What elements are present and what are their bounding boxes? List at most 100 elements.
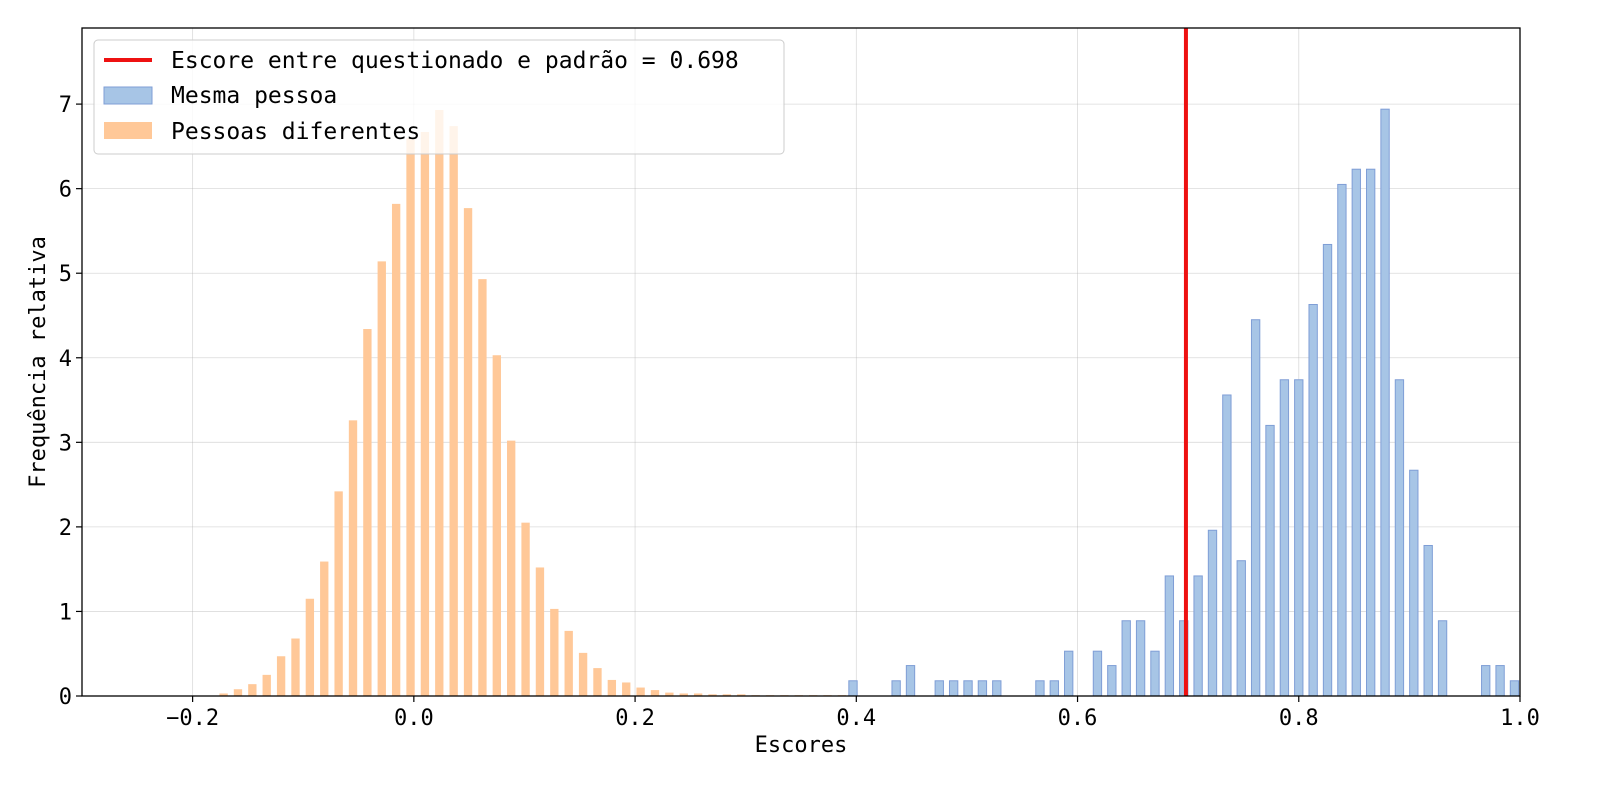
x-tick-label: 0.4 (836, 706, 876, 731)
x-axis: −0.2 0.0 0.2 0.4 0.6 0.8 1.0 (166, 696, 1540, 731)
bar-mesma-pessoa (934, 680, 944, 697)
y-tick-label: 1 (59, 600, 72, 625)
x-tick-label: 0.0 (394, 706, 434, 731)
bar-pessoas-diferentes (276, 656, 286, 696)
series-pessoas-diferentes (219, 110, 847, 697)
bar-pessoas-diferentes (737, 694, 746, 696)
bar-pessoas-diferentes (550, 608, 559, 696)
bar-pessoas-diferentes (578, 652, 588, 696)
bar-mesma-pessoa (1035, 680, 1045, 697)
bar-mesma-pessoa (848, 680, 858, 697)
bar-pessoas-diferentes (463, 208, 473, 696)
bar-mesma-pessoa (1437, 620, 1448, 697)
y-tick-label: 0 (59, 685, 72, 710)
x-tick-label: 0.6 (1058, 706, 1098, 731)
bar-pessoas-diferentes (377, 261, 386, 696)
legend: Escore entre questionado e padrão = 0.69… (93, 39, 785, 155)
bar-pessoas-diferentes (320, 561, 329, 696)
bar-mesma-pessoa (1481, 665, 1491, 697)
bar-pessoas-diferentes (391, 203, 401, 696)
bar-mesma-pessoa (1322, 243, 1333, 697)
legend-mesma-pessoa-swatch (103, 86, 153, 105)
bar-pessoas-diferentes (435, 110, 444, 696)
x-axis-label: Escores (755, 733, 848, 758)
bar-mesma-pessoa (1121, 620, 1131, 697)
y-axis-label: Frequência relativa (26, 236, 51, 488)
bar-mesma-pessoa (1365, 168, 1376, 697)
bar-mesma-pessoa (1265, 424, 1275, 697)
bar-pessoas-diferentes (665, 692, 674, 696)
plot-frame (81, 27, 1521, 697)
y-axis: 0 1 2 3 4 5 6 7 (59, 93, 82, 710)
x-tick-label: 1.0 (1500, 706, 1540, 731)
bar-pessoas-diferentes (593, 668, 602, 696)
bar-pessoas-diferentes (564, 630, 573, 696)
bar-pessoas-diferentes (535, 567, 545, 696)
bar-mesma-pessoa (1150, 650, 1160, 697)
bar-pessoas-diferentes (219, 693, 228, 696)
y-tick-label: 4 (59, 347, 72, 372)
y-tick-label: 6 (59, 178, 72, 203)
legend-pessoas-diferentes-swatch (104, 122, 152, 139)
bar-pessoas-diferentes (708, 694, 717, 696)
bar-mesma-pessoa (948, 680, 959, 697)
bar-mesma-pessoa (1107, 665, 1117, 697)
legend-threshold-label: Escore entre questionado e padrão = 0.69… (171, 48, 739, 74)
bar-pessoas-diferentes (693, 693, 703, 696)
bar-mesma-pessoa (1222, 394, 1232, 697)
bar-mesma-pessoa (1279, 379, 1290, 697)
bar-pessoas-diferentes (679, 693, 688, 696)
bar-mesma-pessoa (963, 680, 973, 697)
bar-pessoas-diferentes (406, 137, 415, 696)
bar-mesma-pessoa (1250, 319, 1261, 697)
bar-pessoas-diferentes (622, 682, 631, 696)
x-tick-label: −0.2 (166, 706, 219, 731)
bar-mesma-pessoa (1064, 650, 1074, 697)
bar-mesma-pessoa (992, 680, 1002, 697)
bar-mesma-pessoa (1294, 379, 1304, 697)
bar-mesma-pessoa (1193, 575, 1203, 697)
y-tick-label: 3 (59, 431, 72, 456)
bar-pessoas-diferentes (305, 598, 315, 696)
bar-mesma-pessoa (1509, 680, 1520, 697)
legend-mesma-pessoa-label: Mesma pessoa (171, 83, 337, 109)
bar-mesma-pessoa (891, 680, 901, 697)
bar-mesma-pessoa (1092, 650, 1103, 697)
bar-pessoas-diferentes (492, 355, 501, 696)
bar-mesma-pessoa (1337, 183, 1347, 697)
bar-pessoas-diferentes (420, 132, 430, 696)
bar-mesma-pessoa (1351, 168, 1361, 697)
bar-mesma-pessoa (1164, 575, 1175, 697)
bar-pessoas-diferentes (636, 687, 645, 696)
bar-mesma-pessoa (1394, 379, 1405, 697)
bar-mesma-pessoa (1135, 620, 1146, 697)
bar-pessoas-diferentes (521, 522, 530, 696)
bar-pessoas-diferentes (507, 440, 516, 696)
bar-mesma-pessoa (1380, 108, 1390, 697)
bar-pessoas-diferentes (722, 694, 732, 696)
bar-mesma-pessoa (977, 680, 988, 697)
bar-pessoas-diferentes (248, 684, 257, 696)
bar-pessoas-diferentes (334, 491, 343, 696)
bar-mesma-pessoa (905, 665, 916, 697)
y-tick-label: 7 (59, 93, 72, 118)
bar-mesma-pessoa (1207, 529, 1218, 697)
bar-mesma-pessoa (1049, 680, 1059, 697)
y-tick-label: 2 (59, 516, 72, 541)
bar-pessoas-diferentes (607, 679, 617, 696)
bar-mesma-pessoa (1308, 304, 1318, 697)
bar-pessoas-diferentes (449, 126, 458, 697)
bar-mesma-pessoa (1236, 560, 1246, 697)
legend-box (93, 39, 785, 155)
x-tick-label: 0.8 (1279, 706, 1319, 731)
bar-mesma-pessoa (1409, 469, 1419, 697)
bar-pessoas-diferentes (233, 689, 243, 696)
bar-pessoas-diferentes (348, 420, 358, 696)
bar-pessoas-diferentes (478, 279, 487, 696)
bar-pessoas-diferentes (262, 674, 271, 696)
series-mesma-pessoa (848, 108, 1520, 697)
bar-pessoas-diferentes (650, 690, 660, 696)
x-tick-label: 0.2 (615, 706, 655, 731)
legend-pessoas-diferentes-label: Pessoas diferentes (171, 119, 420, 145)
